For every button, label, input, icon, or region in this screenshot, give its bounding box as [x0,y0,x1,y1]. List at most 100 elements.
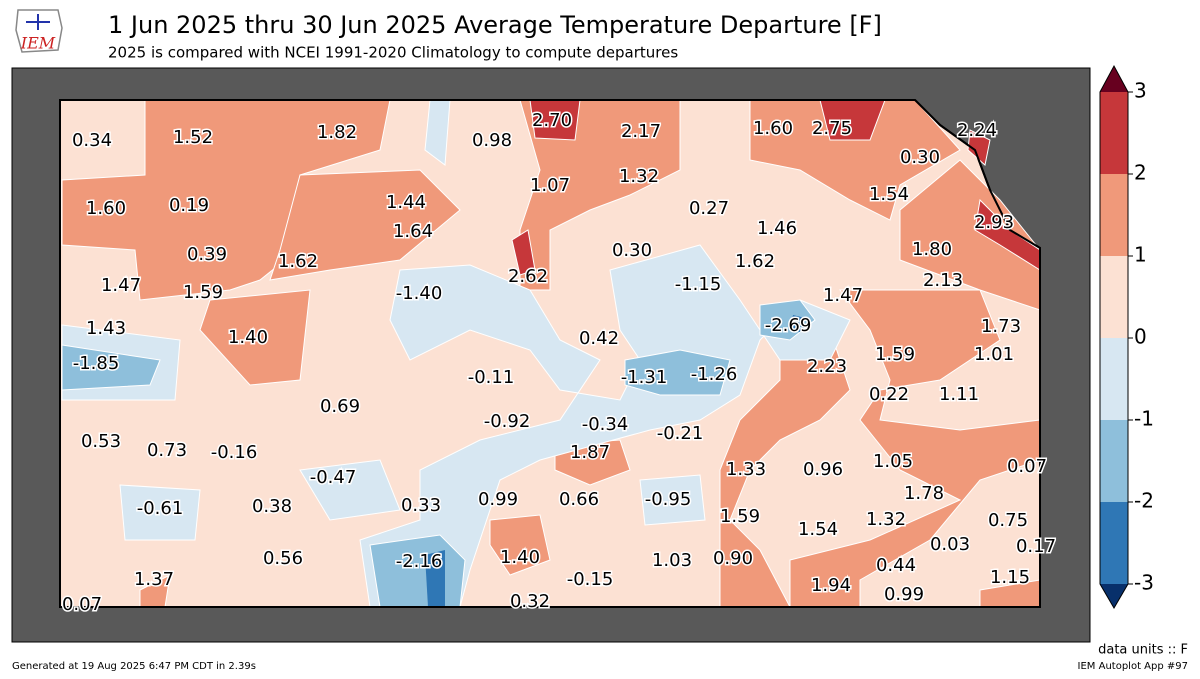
station-value: 1.47 [823,285,863,306]
station-value: 0.99 [478,489,518,510]
station-value: 1.59 [183,282,223,303]
station-value: 0.32 [510,591,550,612]
station-value: 1.54 [798,519,838,540]
station-value: 2.24 [957,120,997,141]
station-value: 2.13 [923,270,963,291]
station-value: 1.54 [869,184,909,205]
colorbar-tick-label: 1 [1134,243,1147,267]
station-value: 1.32 [866,509,906,530]
station-value: 0.30 [612,240,652,261]
station-value: 1.07 [530,175,570,196]
station-value: 0.53 [81,431,121,452]
station-value: 1.62 [735,251,775,272]
station-value: 1.33 [726,459,766,480]
station-value: 2.75 [812,118,852,139]
station-value: 1.40 [228,327,268,348]
station-value: -1.15 [675,274,722,295]
station-value: 0.42 [579,328,619,349]
station-value: 1.59 [720,506,760,527]
station-value: -1.31 [621,367,668,388]
station-value: -0.16 [211,442,258,463]
station-value: 1.64 [393,221,433,242]
station-value: 0.44 [876,555,916,576]
station-value: -0.92 [484,411,531,432]
station-value: 1.94 [811,575,851,596]
colorbar-over [1100,66,1128,92]
station-value: 0.56 [263,548,303,569]
logo: IEM [15,9,63,53]
station-value: 2.17 [621,121,661,142]
station-value: 1.15 [990,567,1030,588]
station-value: 1.01 [974,344,1014,365]
units-note: data units :: F [1098,643,1188,658]
colorbar: 3 2 1 0 -1 -2 -3 [1099,64,1154,609]
colorbar-tick-label: -1 [1134,407,1154,431]
logo-text: IEM [20,34,56,53]
station-value: 1.43 [86,318,126,339]
station-value: -0.34 [582,414,629,435]
colorbar-under [1100,584,1128,608]
station-value: 1.44 [386,192,426,213]
station-value: 0.75 [988,510,1028,531]
station-value: 0.03 [930,534,970,555]
station-value: 1.60 [753,118,793,139]
title: 1 Jun 2025 thru 30 Jun 2025 Average Temp… [108,11,882,39]
station-value: 2.62 [508,266,548,287]
station-value: 1.32 [619,166,659,187]
station-value: 1.73 [981,316,1021,337]
colorbar-segment [1100,256,1128,338]
colorbar-segment [1100,338,1128,420]
station-value: 1.46 [757,218,797,239]
station-value: -1.40 [396,283,443,304]
station-value: 1.87 [570,442,610,463]
station-value: -0.61 [137,498,184,519]
station-value: 2.93 [974,212,1014,233]
station-value: 0.34 [72,130,112,151]
station-value: -2.16 [396,551,443,572]
colorbar-segment [1100,92,1128,174]
station-value: -1.26 [691,364,738,385]
app-note: IEM Autoplot App #97 [1078,661,1188,672]
station-value: 0.66 [559,489,599,510]
station-value: -0.47 [310,467,357,488]
station-value: 0.96 [803,459,843,480]
colorbar-segment [1100,174,1128,256]
station-value: 2.23 [807,356,847,377]
map [11,67,1091,643]
station-value: -0.21 [657,423,704,444]
station-value: 2.70 [532,110,572,131]
generated-note: Generated at 19 Aug 2025 6:47 PM CDT in … [12,661,256,672]
station-value: 1.40 [500,547,540,568]
station-value: 0.17 [1016,536,1056,557]
colorbar-tick-label: -2 [1134,489,1154,513]
station-value: 0.99 [884,584,924,605]
station-value: 1.03 [652,550,692,571]
station-value: 0.19 [169,195,209,216]
station-value: 0.22 [869,384,909,405]
station-value: 1.37 [134,569,174,590]
station-value: -0.15 [567,569,614,590]
station-value: 1.80 [912,239,952,260]
station-value: 0.07 [1007,456,1047,477]
station-value: 1.05 [873,451,913,472]
station-value: 1.78 [904,483,944,504]
station-value: 1.59 [875,344,915,365]
station-value: 1.60 [86,198,126,219]
station-value: 0.39 [187,244,227,265]
station-value: -1.85 [73,353,120,374]
station-value: -0.11 [468,367,515,388]
station-labels: 0.34 1.52 1.82 0.98 2.70 2.17 1.60 2.75 2.24 0.30… [60,109,1057,617]
station-value: 1.52 [173,127,213,148]
station-value: 0.90 [713,548,753,569]
station-value: 0.38 [252,496,292,517]
station-value: 1.47 [101,275,141,296]
station-value: 0.73 [147,440,187,461]
colorbar-tick-label: -3 [1134,571,1154,595]
station-value: 1.62 [278,251,318,272]
colorbar-tick-label: 0 [1134,325,1147,349]
station-value: 0.30 [900,147,940,168]
station-value: 1.11 [939,384,979,405]
station-value: -0.95 [645,489,692,510]
colorbar-tick-label: 3 [1134,79,1147,103]
